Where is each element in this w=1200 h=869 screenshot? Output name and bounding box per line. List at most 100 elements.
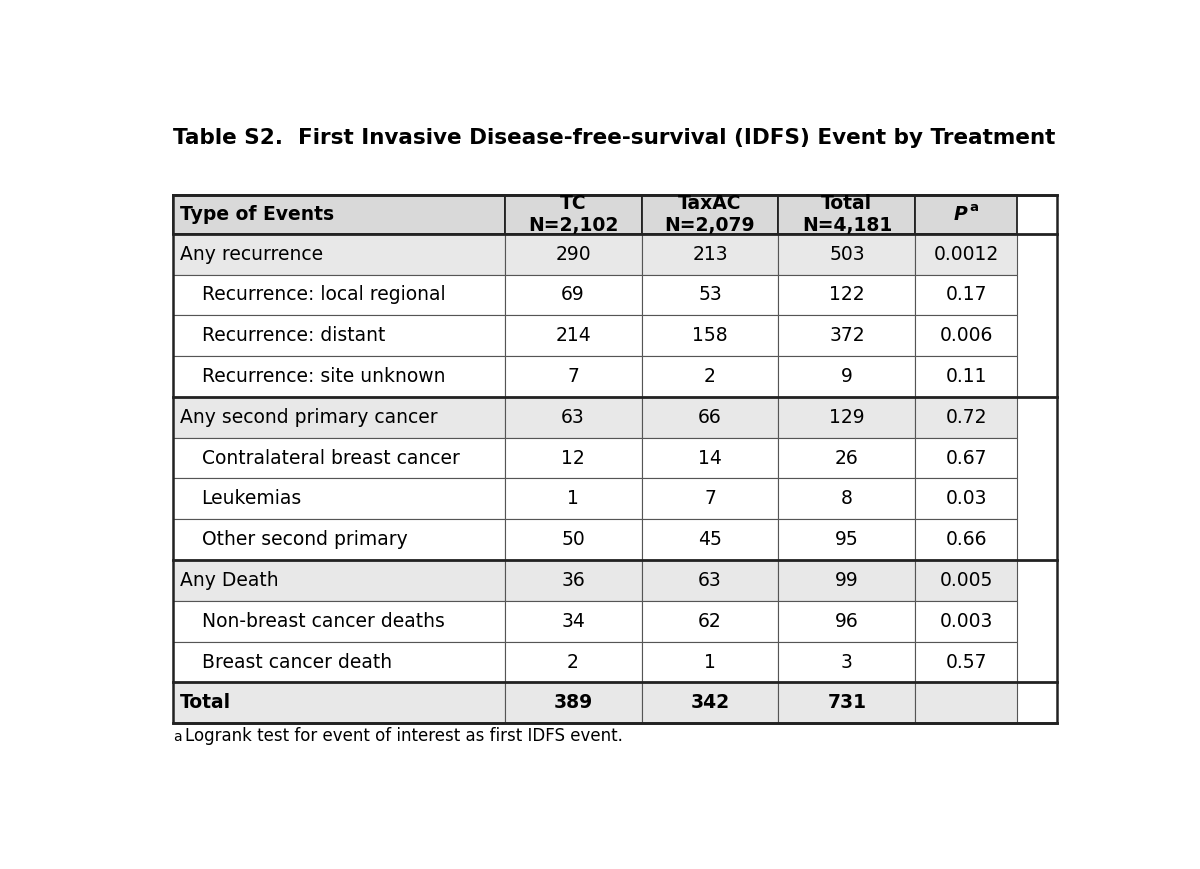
Bar xyxy=(173,641,504,682)
Bar xyxy=(916,641,1016,682)
Text: 0.003: 0.003 xyxy=(940,612,992,631)
Text: P: P xyxy=(954,205,967,223)
Bar xyxy=(779,438,916,479)
Text: 122: 122 xyxy=(829,285,865,304)
Bar xyxy=(779,479,916,520)
Bar xyxy=(779,234,916,275)
Bar xyxy=(779,641,916,682)
Text: 99: 99 xyxy=(835,571,859,590)
Text: 96: 96 xyxy=(835,612,859,631)
Bar xyxy=(173,561,504,600)
Bar xyxy=(504,438,642,479)
Text: 7: 7 xyxy=(568,367,578,386)
Text: 342: 342 xyxy=(690,693,730,713)
Text: 9: 9 xyxy=(841,367,853,386)
Text: 53: 53 xyxy=(698,285,722,304)
Bar xyxy=(504,195,642,234)
Bar xyxy=(504,356,642,397)
Bar xyxy=(642,682,779,723)
Bar xyxy=(642,234,779,275)
Text: TC
N=2,102: TC N=2,102 xyxy=(528,194,618,235)
Bar xyxy=(916,561,1016,600)
Text: 45: 45 xyxy=(698,530,722,549)
Text: Logrank test for event of interest as first IDFS event.: Logrank test for event of interest as fi… xyxy=(185,727,623,746)
Text: 63: 63 xyxy=(562,408,584,427)
Text: 14: 14 xyxy=(698,448,722,468)
Bar xyxy=(779,682,916,723)
Bar xyxy=(642,397,779,438)
Text: 372: 372 xyxy=(829,326,865,345)
Text: Breast cancer death: Breast cancer death xyxy=(202,653,391,672)
Text: 7: 7 xyxy=(704,489,716,508)
Text: 3: 3 xyxy=(841,653,853,672)
Bar xyxy=(504,315,642,356)
Text: Leukemias: Leukemias xyxy=(202,489,301,508)
Text: Contralateral breast cancer: Contralateral breast cancer xyxy=(202,448,460,468)
Bar xyxy=(779,315,916,356)
Bar xyxy=(504,275,642,315)
Bar xyxy=(173,315,504,356)
Text: 389: 389 xyxy=(553,693,593,713)
Text: 1: 1 xyxy=(704,653,716,672)
Bar xyxy=(173,234,504,275)
Text: Any second primary cancer: Any second primary cancer xyxy=(180,408,438,427)
Bar xyxy=(916,195,1016,234)
Bar xyxy=(642,195,779,234)
Bar xyxy=(504,600,642,641)
Bar xyxy=(779,561,916,600)
Text: 158: 158 xyxy=(692,326,727,345)
Bar xyxy=(779,195,916,234)
Bar xyxy=(642,315,779,356)
Text: Total: Total xyxy=(180,693,232,713)
Bar xyxy=(504,234,642,275)
Text: a: a xyxy=(970,201,978,214)
Bar xyxy=(916,600,1016,641)
Text: 34: 34 xyxy=(562,612,584,631)
Text: 290: 290 xyxy=(556,245,590,263)
Bar xyxy=(779,356,916,397)
Bar xyxy=(504,397,642,438)
Text: 213: 213 xyxy=(692,245,727,263)
Bar xyxy=(916,315,1016,356)
Text: 95: 95 xyxy=(835,530,859,549)
Text: 0.72: 0.72 xyxy=(946,408,986,427)
Bar xyxy=(173,195,1057,723)
Text: Type of Events: Type of Events xyxy=(180,205,335,223)
Bar xyxy=(779,520,916,561)
Text: 63: 63 xyxy=(698,571,722,590)
Bar xyxy=(504,641,642,682)
Bar xyxy=(916,438,1016,479)
Bar xyxy=(779,600,916,641)
Text: 0.006: 0.006 xyxy=(940,326,992,345)
Text: a: a xyxy=(173,730,182,744)
Bar xyxy=(642,561,779,600)
Bar xyxy=(173,600,504,641)
Bar xyxy=(173,682,504,723)
Bar xyxy=(173,397,504,438)
Text: 2: 2 xyxy=(568,653,578,672)
Bar xyxy=(916,275,1016,315)
Text: 69: 69 xyxy=(562,285,584,304)
Bar xyxy=(642,275,779,315)
Text: 8: 8 xyxy=(841,489,853,508)
Text: 731: 731 xyxy=(828,693,866,713)
Text: 12: 12 xyxy=(562,448,584,468)
Bar xyxy=(916,397,1016,438)
Text: 0.03: 0.03 xyxy=(946,489,986,508)
Text: 1: 1 xyxy=(568,489,578,508)
Bar xyxy=(504,561,642,600)
Bar xyxy=(173,479,504,520)
Text: 0.66: 0.66 xyxy=(946,530,986,549)
Bar xyxy=(916,356,1016,397)
Text: 62: 62 xyxy=(698,612,722,631)
Text: Total
N=4,181: Total N=4,181 xyxy=(802,194,892,235)
Text: 2: 2 xyxy=(704,367,716,386)
Text: 129: 129 xyxy=(829,408,865,427)
Text: 0.67: 0.67 xyxy=(946,448,986,468)
Text: Non-breast cancer deaths: Non-breast cancer deaths xyxy=(202,612,444,631)
Text: Any Death: Any Death xyxy=(180,571,278,590)
Text: Other second primary: Other second primary xyxy=(202,530,407,549)
Text: 26: 26 xyxy=(835,448,859,468)
Bar xyxy=(916,479,1016,520)
Bar xyxy=(504,479,642,520)
